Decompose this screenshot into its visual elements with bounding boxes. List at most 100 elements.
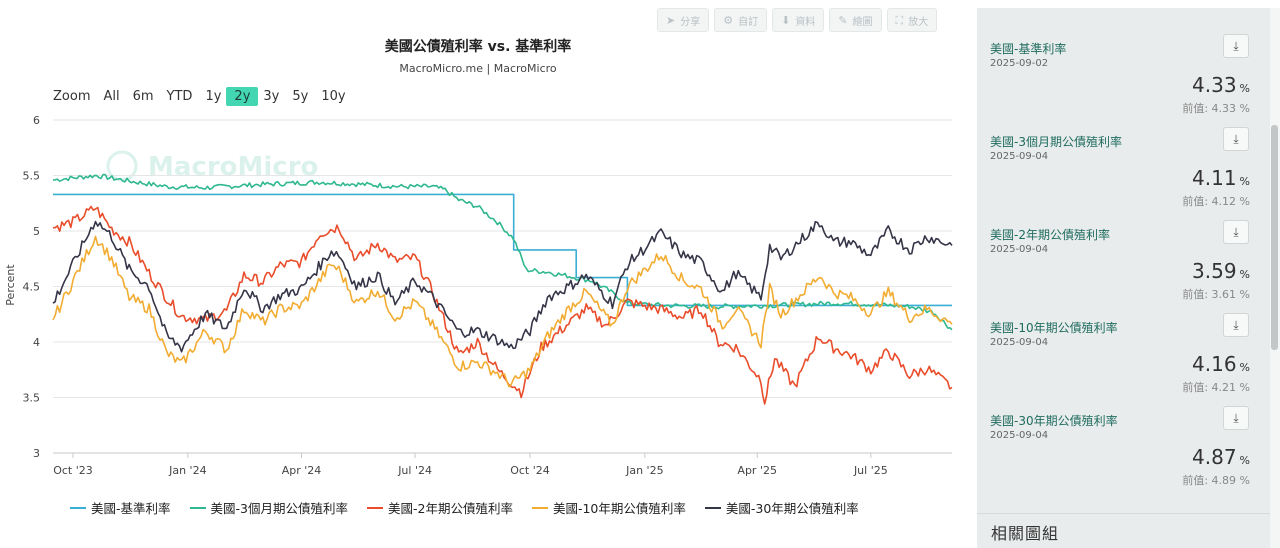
draw-label: 繪圖 bbox=[852, 16, 873, 28]
series-line-0 bbox=[53, 193, 952, 307]
y-tick-label: 4.5 bbox=[23, 281, 41, 294]
panel-scrollbar-thumb[interactable] bbox=[1271, 125, 1278, 350]
card-name[interactable]: 美國-10年期公債殖利率 bbox=[990, 321, 1118, 335]
series-line-4 bbox=[52, 220, 953, 353]
download-button[interactable]: ⤓ bbox=[1223, 34, 1249, 58]
draw-button[interactable]: ✎ 繪圖 bbox=[829, 8, 882, 32]
download-button[interactable]: ⤓ bbox=[1223, 127, 1249, 151]
card-value-unit: % bbox=[1239, 268, 1250, 281]
x-tick-label: Oct '23 bbox=[53, 464, 93, 477]
card-value-unit: % bbox=[1239, 175, 1250, 188]
card-previous: 前值: 4.33 % bbox=[1182, 102, 1250, 115]
legend-label: 美國-10年期公債殖利率 bbox=[552, 501, 686, 516]
related-charts-heading: 相關圖組 bbox=[991, 524, 1060, 543]
card-value-number: 4.11 bbox=[1192, 166, 1237, 190]
legend-swatch bbox=[704, 506, 721, 509]
x-tick-label: Jul '25 bbox=[853, 464, 888, 477]
indicator-card[interactable]: 美國-3個月期公債殖利率 2025-09-04 ⤓ 4.11% 前值: 4.12… bbox=[990, 111, 1263, 208]
card-name[interactable]: 美國-2年期公債殖利率 bbox=[990, 228, 1110, 242]
chart-toolbar: ➤ 分享 ⚙ 自訂 ⬇ 資料 ✎ 繪圖 ⛶ 放大 bbox=[657, 8, 938, 32]
x-axis: Oct '23 Jan '24 Apr '24 Jul '24 Oct '24 Jan '… bbox=[53, 452, 952, 477]
panel-divider bbox=[977, 513, 1270, 514]
y-axis: 3 3.5 4 4.5 5 5.5 6 bbox=[23, 114, 41, 460]
card-name[interactable]: 美國-基準利率 bbox=[990, 42, 1067, 56]
download-icon: ⤓ bbox=[1233, 410, 1239, 425]
series-line-1 bbox=[52, 173, 953, 331]
chart-subtitle: MacroMicro.me | MacroMicro bbox=[399, 62, 557, 75]
card-date: 2025-09-04 bbox=[990, 337, 1049, 348]
data-button[interactable]: ⬇ 資料 bbox=[772, 8, 825, 32]
expand-button[interactable]: ⛶ 放大 bbox=[886, 8, 938, 32]
chart-legend: 美國-基準利率 美國-3個月期公債殖利率 美國-2年期公債殖利率 美國-10年期… bbox=[70, 498, 878, 517]
indicator-panel: 美國-基準利率 2025-09-02 ⤓ 4.33% 前值: 4.33 % 美國… bbox=[977, 8, 1270, 548]
zoom-controls: Zoom All 6m YTD 1y 2y 3y 5y 10y bbox=[53, 87, 359, 106]
indicator-card[interactable]: 美國-2年期公債殖利率 2025-09-04 ⤓ 3.59% 前值: 3.61 … bbox=[990, 204, 1263, 301]
download-icon: ⤓ bbox=[1233, 38, 1239, 53]
zoom-3y-button[interactable]: 3y bbox=[263, 89, 280, 104]
indicator-card[interactable]: 美國-30年期公債殖利率 2025-09-04 ⤓ 4.87% 前值: 4.89… bbox=[990, 390, 1263, 487]
zoom-ytd-button[interactable]: YTD bbox=[166, 89, 193, 104]
legend-item-30y[interactable]: 美國-30年期公債殖利率 bbox=[704, 498, 859, 517]
chart-title: 美國公債殖利率 vs. 基準利率 bbox=[385, 38, 572, 55]
card-previous: 前值: 4.21 % bbox=[1182, 381, 1250, 394]
x-tick-label: Apr '24 bbox=[282, 464, 322, 477]
legend-label: 美國-2年期公債殖利率 bbox=[387, 501, 513, 516]
zoom-10y-button[interactable]: 10y bbox=[321, 89, 346, 104]
expand-icon: ⛶ bbox=[895, 13, 904, 27]
chart: 美國公債殖利率 vs. 基準利率 MacroMicro.me | MacroMi… bbox=[4, 38, 953, 477]
x-tick-label: Jan '25 bbox=[625, 464, 663, 477]
download-icon: ⤓ bbox=[1233, 317, 1239, 332]
data-label: 資料 bbox=[795, 16, 816, 28]
zoom-1y-button[interactable]: 1y bbox=[205, 89, 222, 104]
custom-label: 自訂 bbox=[738, 16, 759, 28]
zoom-2y-button[interactable]: 2y bbox=[226, 87, 259, 106]
y-axis-label: Percent bbox=[4, 264, 17, 306]
series-line-3 bbox=[52, 235, 953, 388]
y-tick-label: 5 bbox=[33, 225, 40, 238]
watermark: MacroMicro bbox=[106, 150, 318, 182]
card-date: 2025-09-04 bbox=[990, 430, 1049, 441]
indicator-card[interactable]: 美國-基準利率 2025-09-02 ⤓ 4.33% 前值: 4.33 % bbox=[990, 18, 1263, 115]
card-value-unit: % bbox=[1239, 361, 1250, 374]
card-value: 4.33% bbox=[1192, 73, 1250, 97]
zoom-5y-button[interactable]: 5y bbox=[292, 89, 309, 104]
x-tick-label: Jul '24 bbox=[397, 464, 432, 477]
legend-item-2y[interactable]: 美國-2年期公債殖利率 bbox=[366, 498, 513, 517]
card-value-number: 4.16 bbox=[1192, 352, 1237, 376]
legend-item-fed-rate[interactable]: 美國-基準利率 bbox=[70, 498, 171, 517]
custom-button[interactable]: ⚙ 自訂 bbox=[714, 8, 768, 32]
zoom-6m-button[interactable]: 6m bbox=[132, 89, 154, 104]
card-value-number: 4.33 bbox=[1192, 73, 1237, 97]
legend-swatch bbox=[70, 506, 86, 509]
series-lines bbox=[52, 173, 953, 405]
x-tick-label: Jan '24 bbox=[168, 464, 206, 477]
x-tick-label: Apr '25 bbox=[737, 464, 777, 477]
card-name[interactable]: 美國-3個月期公債殖利率 bbox=[990, 135, 1122, 149]
y-tick-label: 5.5 bbox=[23, 170, 41, 183]
card-previous: 前值: 3.61 % bbox=[1182, 288, 1250, 301]
card-name[interactable]: 美國-30年期公債殖利率 bbox=[990, 414, 1118, 428]
legend-item-3m[interactable]: 美國-3個月期公債殖利率 bbox=[189, 498, 348, 517]
card-value: 4.87% bbox=[1192, 445, 1250, 469]
y-tick-label: 4 bbox=[33, 336, 40, 349]
download-icon: ⤓ bbox=[1233, 131, 1239, 146]
share-label: 分享 bbox=[680, 16, 701, 28]
legend-item-10y[interactable]: 美國-10年期公債殖利率 bbox=[531, 498, 686, 517]
card-date: 2025-09-02 bbox=[990, 58, 1049, 69]
download-button[interactable]: ⤓ bbox=[1223, 220, 1249, 244]
card-value: 4.16% bbox=[1192, 352, 1250, 376]
share-button[interactable]: ➤ 分享 bbox=[657, 8, 710, 32]
zoom-all-button[interactable]: All bbox=[103, 89, 120, 104]
card-previous: 前值: 4.12 % bbox=[1182, 195, 1250, 208]
x-tick-label: Oct '24 bbox=[510, 464, 550, 477]
card-value-number: 3.59 bbox=[1192, 259, 1237, 283]
indicator-card[interactable]: 美國-10年期公債殖利率 2025-09-04 ⤓ 4.16% 前值: 4.21… bbox=[990, 297, 1263, 394]
legend-label: 美國-基準利率 bbox=[91, 501, 171, 516]
watermark-text: MacroMicro bbox=[148, 152, 318, 182]
legend-label: 美國-30年期公債殖利率 bbox=[725, 501, 859, 516]
download-button[interactable]: ⤓ bbox=[1223, 313, 1249, 337]
card-value: 4.11% bbox=[1192, 166, 1250, 190]
card-value-unit: % bbox=[1239, 454, 1250, 467]
download-button[interactable]: ⤓ bbox=[1223, 406, 1249, 430]
gear-icon: ⚙ bbox=[723, 13, 734, 27]
